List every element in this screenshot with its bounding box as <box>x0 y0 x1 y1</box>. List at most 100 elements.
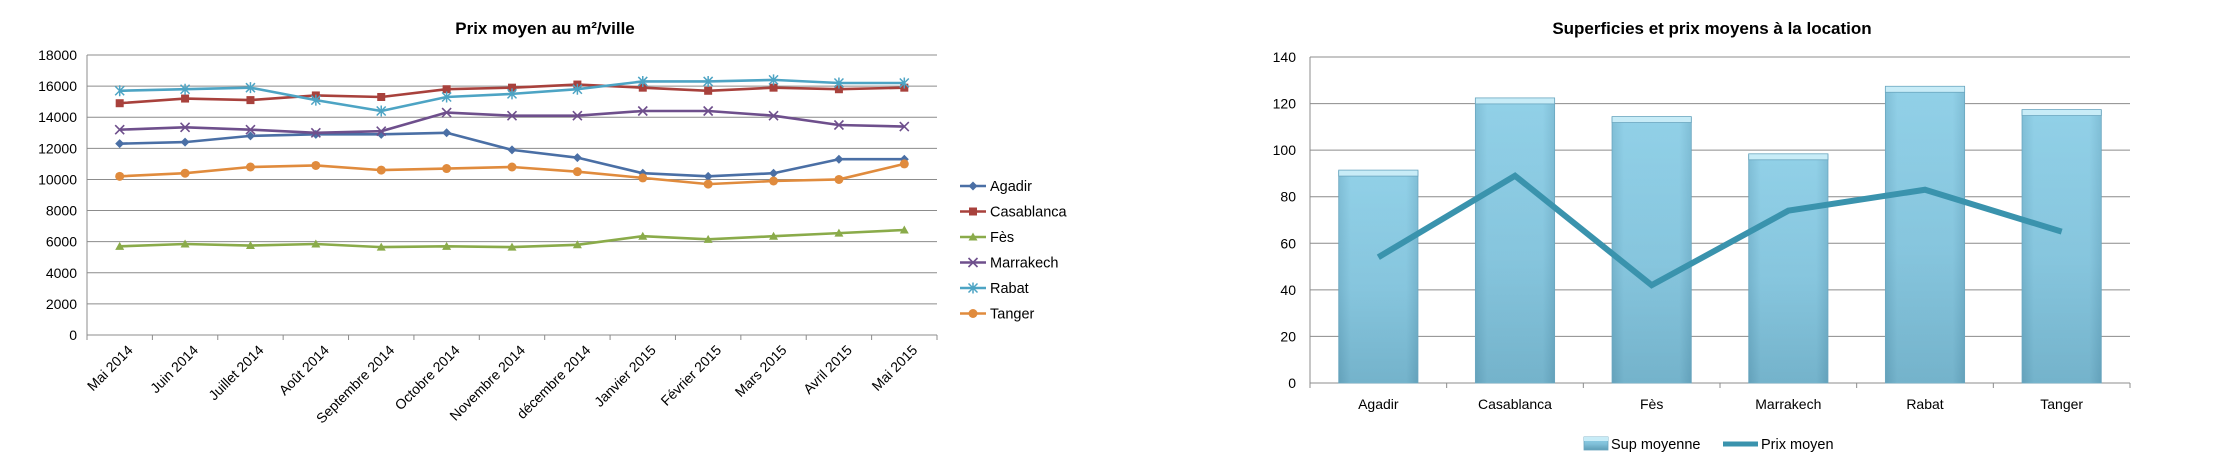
chart2-y-axis: 0 20 40 60 80 100 120 140 <box>1273 49 1297 391</box>
series-fes-point <box>376 242 386 251</box>
series-marrakech-line <box>119 109 905 135</box>
series-rabat-point <box>114 85 125 97</box>
line-chart-prix: Prix moyen au m²/ville 0 2000 4000 6000 8000… <box>38 19 1067 426</box>
chart2-y-tick-label: 100 <box>1273 142 1297 158</box>
bar-top <box>1611 116 1692 123</box>
series-casablanca-point <box>377 93 386 101</box>
series-rabat-point <box>768 74 779 86</box>
chart2-x-tick-label: Agadir <box>1358 396 1399 412</box>
bar-shading <box>1338 171 1418 383</box>
series-marrakech-point <box>768 110 779 121</box>
bar-top <box>1884 85 1966 93</box>
series-fes-point <box>245 241 255 250</box>
legend-item-fes: Fès <box>960 230 1014 246</box>
chart1-title: Prix moyen au m²/ville <box>455 19 635 38</box>
series-rabat-point <box>310 94 321 106</box>
legend-item-tanger: Tanger <box>960 307 1035 323</box>
chart1-x-axis: Mai 2014 Juin 2014 Juillet 2014 Août 2014Se… <box>84 342 921 427</box>
series-agadir-point <box>769 168 779 178</box>
series-tanger-point <box>638 173 648 183</box>
series-marrakech-point <box>245 124 256 135</box>
series-agadir-point <box>572 153 582 163</box>
series-casablanca-point <box>181 94 190 103</box>
chart1-y-tick-label: 2000 <box>46 296 77 312</box>
chart2-y-tick-label: 20 <box>1280 328 1296 344</box>
chart2-x-tick-label: Casablanca <box>1478 396 1552 412</box>
chart1-x-tick-label: Mai 2015 <box>868 342 920 394</box>
series-casablanca-point <box>834 85 843 94</box>
series-marrakech-point <box>310 127 321 138</box>
series-rabat-point <box>180 83 191 95</box>
series-marrakech-point <box>506 110 518 121</box>
chart1-x-tick-label: Août 2014 <box>276 342 333 399</box>
series-tanger-point <box>442 164 452 174</box>
series-agadir-point <box>180 137 190 147</box>
chart2-y-tick-label: 140 <box>1273 49 1297 65</box>
series-marrakech-point <box>114 124 125 135</box>
legend-item-marrakech: Marrakech <box>960 256 1059 272</box>
chart1-y-tick-label: 4000 <box>46 265 77 281</box>
legend-label: Tanger <box>990 307 1035 323</box>
bar-top <box>2021 109 2102 116</box>
legend-label: Marrakech <box>990 256 1059 272</box>
series-marrakech-point <box>637 105 648 117</box>
legend-item-prix-moyen: Prix moyen <box>1723 437 1834 453</box>
series-agadir <box>115 128 909 181</box>
chart2-y-tick-label: 40 <box>1280 282 1296 298</box>
series-casablanca-point <box>769 83 778 92</box>
series-fes-point <box>507 242 517 251</box>
bar-shading <box>2022 110 2102 384</box>
series-rabat-point <box>833 77 844 89</box>
series-tanger-point <box>376 165 386 175</box>
series-marrakech-point <box>899 121 910 132</box>
series-tanger-point <box>245 162 255 172</box>
bar-chart-location: Superficies et prix moyens à la location… <box>1273 19 2131 453</box>
series-rabat-point <box>506 88 518 100</box>
series-prix-moyen-line <box>1376 172 2063 289</box>
legend-swatch-marker <box>968 232 978 241</box>
chart2-x-tick-label: Fès <box>1640 396 1663 412</box>
series-rabat-point <box>441 91 452 103</box>
bar-shading <box>1748 154 1828 383</box>
series-fes-point <box>311 239 321 248</box>
bar-rabat <box>1884 85 1966 384</box>
chart1-x-tick-label: Juillet 2014 <box>205 342 267 404</box>
series-casablanca-point <box>508 83 516 92</box>
series-fes <box>115 225 909 251</box>
series-tanger-point <box>180 168 190 178</box>
series-fes-point <box>638 231 648 240</box>
chart2-y-tick-label: 80 <box>1280 189 1296 205</box>
series-fes-point <box>572 240 582 249</box>
chart1-y-tick-label: 0 <box>69 327 77 343</box>
series-agadir-point <box>442 128 452 138</box>
series-marrakech-point <box>833 119 844 131</box>
legend-item-agadir: Agadir <box>960 179 1032 195</box>
legend-label: Fès <box>990 230 1014 246</box>
bar-top <box>1748 153 1829 161</box>
series-fes-point <box>703 234 713 243</box>
chart1-legend: Agadir Casablanca Fès Marrakech Rabat Tanger <box>960 179 1068 323</box>
series-tanger-point <box>507 162 517 172</box>
series-rabat-point <box>376 105 387 117</box>
chart2-line <box>1376 172 2063 289</box>
series-agadir-point <box>703 171 713 181</box>
series-fes-point <box>834 228 844 237</box>
series-marrakech-point <box>441 107 452 118</box>
chart1-y-tick-label: 18000 <box>38 47 77 63</box>
legend-item-casablanca: Casablanca <box>960 205 1068 221</box>
series-rabat-point <box>899 77 910 89</box>
chart1-x-tick-label: Février 2015 <box>657 342 724 409</box>
chart1-y-axis: 0 2000 4000 6000 8000 10000 12000 14000 16000 180… <box>38 47 77 343</box>
legend-label: Sup moyenne <box>1611 437 1700 453</box>
series-fes-point <box>115 241 125 250</box>
series-tanger-point <box>834 174 844 184</box>
series-marrakech-point <box>703 105 714 117</box>
legend-swatch-bar-top <box>1584 437 1608 441</box>
chart1-x-tick-label: Mars 2015 <box>732 342 790 400</box>
series-marrakech-point <box>180 122 191 133</box>
bar-shading <box>1885 87 1965 384</box>
bar-casablanca <box>1474 97 1556 384</box>
chart2-bars <box>1338 85 2102 384</box>
series-tanger-point <box>311 160 321 170</box>
